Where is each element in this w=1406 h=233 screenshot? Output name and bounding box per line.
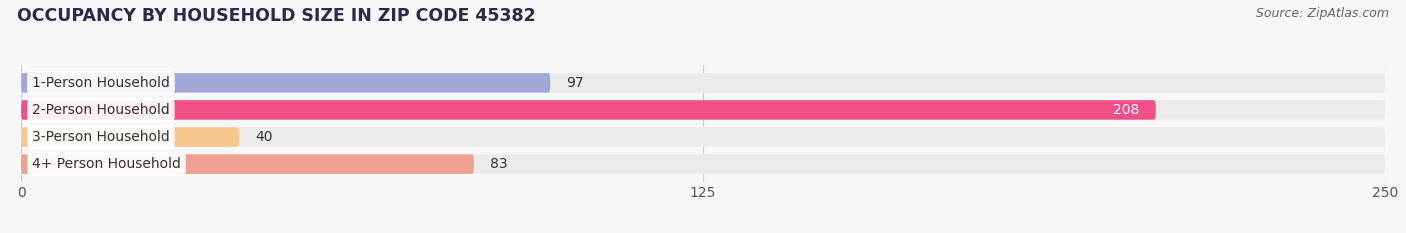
FancyBboxPatch shape [21, 100, 1156, 120]
FancyBboxPatch shape [21, 154, 1385, 174]
Text: 3-Person Household: 3-Person Household [32, 130, 170, 144]
FancyBboxPatch shape [21, 73, 550, 93]
Text: 40: 40 [256, 130, 273, 144]
FancyBboxPatch shape [21, 154, 474, 174]
Text: Source: ZipAtlas.com: Source: ZipAtlas.com [1256, 7, 1389, 20]
FancyBboxPatch shape [21, 73, 1385, 93]
Text: 1-Person Household: 1-Person Household [32, 76, 170, 90]
Text: 97: 97 [567, 76, 585, 90]
Text: 4+ Person Household: 4+ Person Household [32, 157, 181, 171]
FancyBboxPatch shape [21, 127, 1385, 147]
Text: 83: 83 [491, 157, 508, 171]
Text: OCCUPANCY BY HOUSEHOLD SIZE IN ZIP CODE 45382: OCCUPANCY BY HOUSEHOLD SIZE IN ZIP CODE … [17, 7, 536, 25]
Text: 2-Person Household: 2-Person Household [32, 103, 170, 117]
FancyBboxPatch shape [21, 127, 239, 147]
FancyBboxPatch shape [21, 100, 1385, 120]
Text: 208: 208 [1114, 103, 1139, 117]
